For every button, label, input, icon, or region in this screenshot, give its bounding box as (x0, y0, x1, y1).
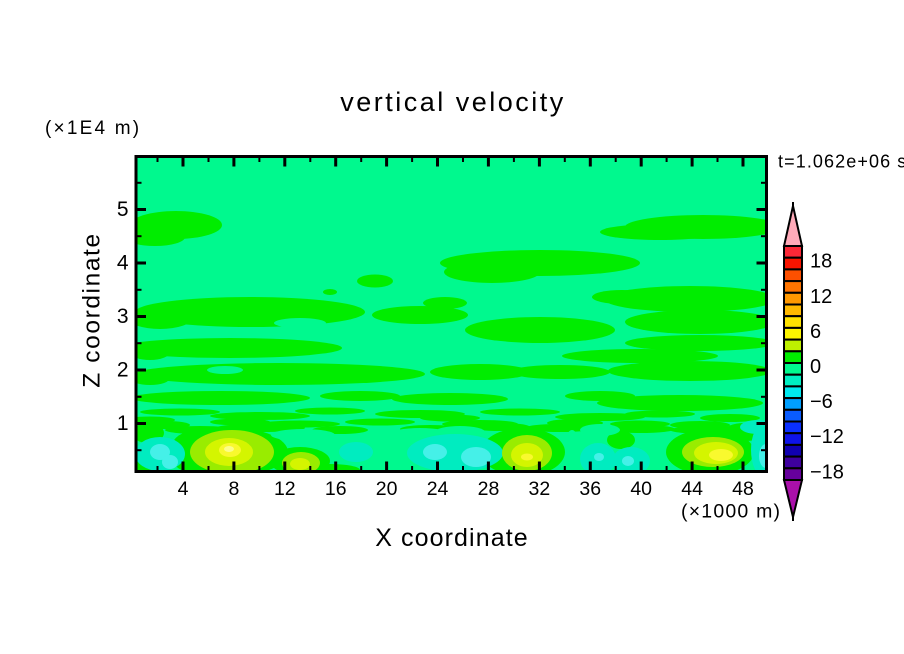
svg-text:vertical velocity: vertical velocity (340, 87, 566, 117)
svg-text:44: 44 (681, 478, 703, 500)
svg-text:36: 36 (579, 478, 601, 500)
svg-text:Z coordinate: Z coordinate (79, 232, 106, 387)
svg-text:8: 8 (228, 478, 239, 500)
svg-text:1: 1 (117, 412, 129, 435)
svg-text:4: 4 (117, 252, 129, 275)
svg-text:32: 32 (529, 478, 551, 500)
svg-text:40: 40 (630, 478, 652, 500)
svg-text:28: 28 (478, 478, 500, 500)
svg-text:t=1.062e+06 s: t=1.062e+06 s (778, 152, 904, 172)
svg-text:−12: −12 (810, 426, 844, 448)
svg-text:16: 16 (325, 478, 347, 500)
svg-text:24: 24 (427, 478, 449, 500)
svg-text:20: 20 (376, 478, 398, 500)
svg-text:3: 3 (117, 305, 129, 328)
svg-text:5: 5 (117, 198, 129, 221)
svg-text:18: 18 (810, 251, 832, 273)
svg-text:4: 4 (178, 478, 189, 500)
svg-text:12: 12 (274, 478, 296, 500)
svg-text:−18: −18 (810, 461, 844, 483)
svg-text:(×1E4 m): (×1E4 m) (45, 118, 141, 139)
svg-text:12: 12 (810, 286, 832, 308)
svg-text:2: 2 (117, 359, 129, 382)
svg-text:48: 48 (732, 478, 754, 500)
svg-text:X coordinate: X coordinate (375, 524, 529, 552)
svg-text:(×1000 m): (×1000 m) (681, 501, 781, 523)
svg-text:6: 6 (810, 321, 821, 343)
svg-text:0: 0 (810, 356, 821, 378)
svg-text:−6: −6 (810, 391, 833, 413)
